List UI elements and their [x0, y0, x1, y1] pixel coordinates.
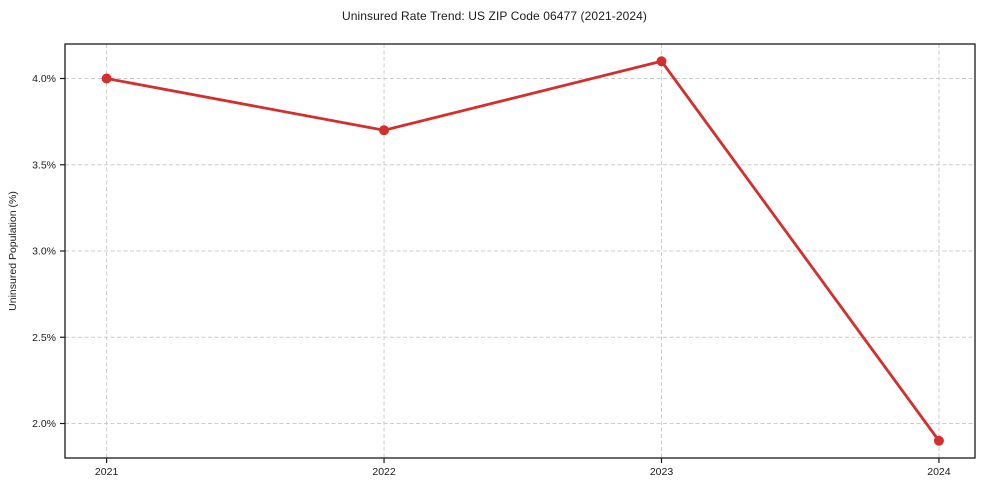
x-tick-label: 2022 — [372, 466, 396, 478]
y-tick-label: 2.5% — [32, 332, 56, 344]
trend-line — [105, 59, 941, 443]
y-tick-label: 2.0% — [32, 418, 56, 430]
chart-title: Uninsured Rate Trend: US ZIP Code 06477 … — [341, 9, 648, 23]
x-tick-label: 2021 — [95, 466, 119, 478]
data-point — [379, 125, 390, 136]
data-point — [656, 56, 667, 67]
data-point — [933, 435, 944, 446]
x-tick-label: 2024 — [927, 466, 951, 478]
data-point — [101, 73, 112, 84]
y-tick-label: 4.0% — [32, 73, 56, 85]
y-tick-label: 3.5% — [32, 159, 56, 171]
y-tick-label: 3.0% — [32, 246, 56, 258]
x-tick-label: 2023 — [650, 466, 674, 478]
